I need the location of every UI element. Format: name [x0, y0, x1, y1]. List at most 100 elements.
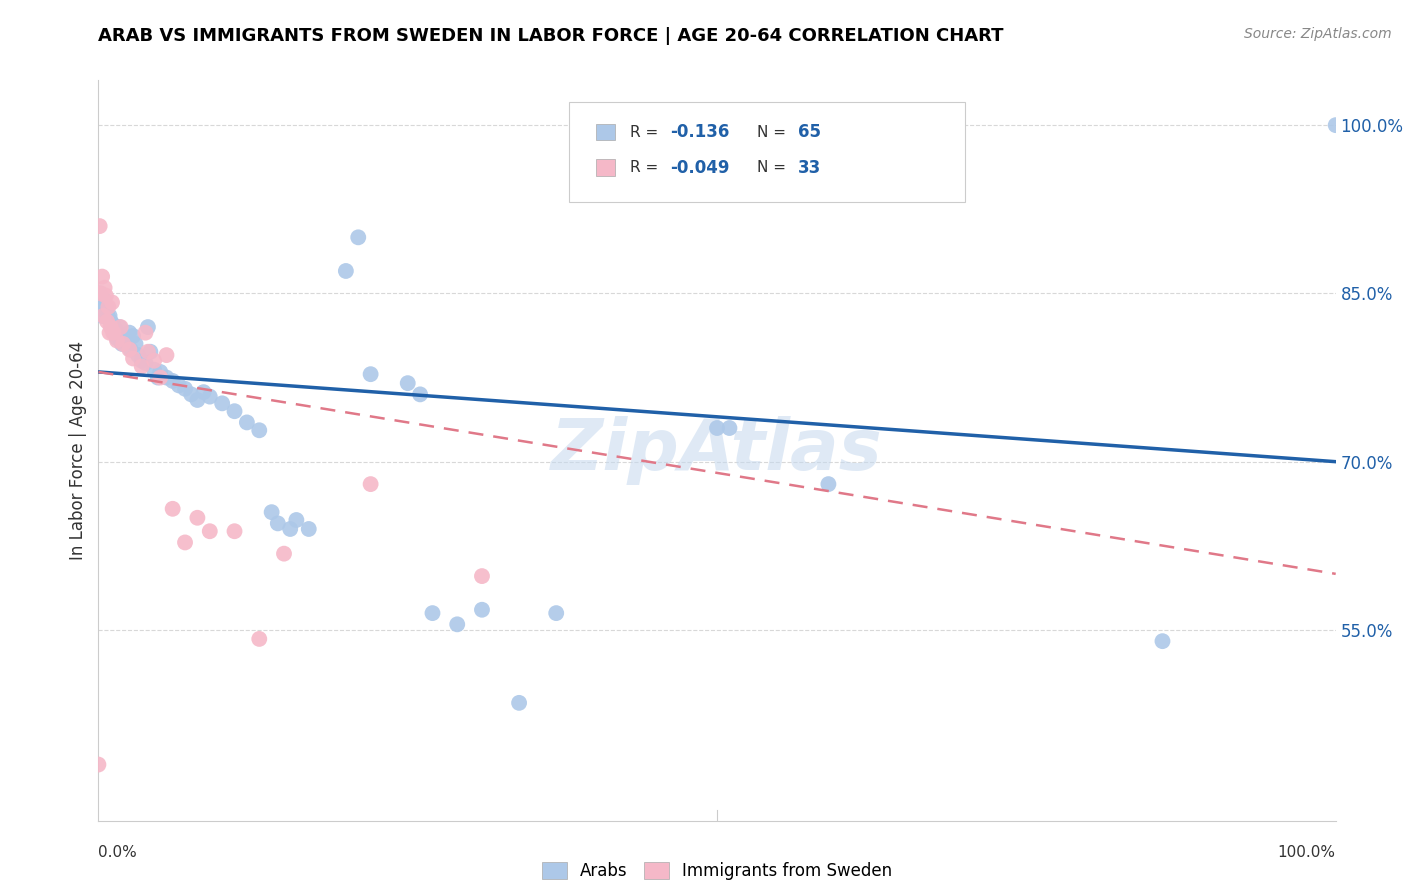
Point [409, 387, 432, 401]
Point [186, 392, 208, 407]
Point [236, 416, 259, 430]
Point [273, 547, 295, 561]
Point [90, 298, 112, 312]
FancyBboxPatch shape [596, 124, 614, 140]
Point [174, 382, 197, 396]
Text: N =: N = [758, 125, 792, 140]
Point [131, 359, 153, 374]
Point [422, 606, 444, 620]
Point [360, 367, 382, 381]
Text: N =: N = [758, 161, 792, 175]
Point [446, 617, 468, 632]
Point [98, 326, 121, 340]
Point [127, 348, 149, 362]
Point [143, 362, 166, 376]
Point [508, 696, 530, 710]
Point [224, 524, 246, 539]
Point [360, 477, 382, 491]
Point [267, 516, 290, 531]
FancyBboxPatch shape [568, 103, 965, 202]
Point [162, 374, 184, 388]
Text: ZipAtlas: ZipAtlas [551, 416, 883, 485]
Point [162, 501, 184, 516]
Text: ARAB VS IMMIGRANTS FROM SWEDEN IN LABOR FORCE | AGE 20-64 CORRELATION CHART: ARAB VS IMMIGRANTS FROM SWEDEN IN LABOR … [98, 27, 1004, 45]
Point [90, 286, 112, 301]
Point [97, 300, 120, 314]
Point [298, 522, 321, 536]
Point [1324, 118, 1347, 132]
Text: 100.0%: 100.0% [1278, 846, 1336, 860]
Point [94, 288, 117, 302]
Point [174, 535, 197, 549]
Point [112, 337, 135, 351]
Point [108, 320, 131, 334]
Point [211, 396, 233, 410]
Point [112, 334, 135, 348]
Point [91, 309, 114, 323]
Point [93, 281, 115, 295]
Point [103, 326, 125, 340]
Point [124, 337, 146, 351]
Point [471, 569, 494, 583]
Point [98, 309, 121, 323]
Point [706, 421, 728, 435]
Point [91, 269, 114, 284]
Point [120, 343, 142, 357]
Point [136, 320, 159, 334]
Point [122, 329, 145, 343]
FancyBboxPatch shape [596, 160, 614, 176]
Point [105, 331, 128, 345]
Y-axis label: In Labor Force | Age 20-64: In Labor Force | Age 20-64 [69, 341, 87, 560]
Point [186, 510, 208, 524]
Point [101, 295, 124, 310]
Point [471, 603, 494, 617]
Point [198, 390, 221, 404]
Text: -0.049: -0.049 [671, 159, 730, 177]
Point [546, 606, 568, 620]
Point [96, 307, 118, 321]
Text: 33: 33 [799, 159, 821, 177]
Point [93, 303, 115, 318]
Point [136, 344, 159, 359]
Point [143, 353, 166, 368]
Point [817, 477, 839, 491]
Text: -0.136: -0.136 [671, 123, 730, 141]
Point [134, 356, 156, 370]
Point [149, 365, 172, 379]
Point [94, 300, 117, 314]
Point [285, 513, 308, 527]
Point [198, 524, 221, 539]
Point [122, 351, 145, 366]
Point [131, 353, 153, 368]
Point [260, 505, 283, 519]
Point [110, 320, 132, 334]
Point [139, 344, 162, 359]
Point [96, 314, 118, 328]
Point [93, 292, 115, 306]
Point [118, 326, 141, 340]
Point [100, 320, 122, 334]
Legend: Arabs, Immigrants from Sweden: Arabs, Immigrants from Sweden [534, 855, 900, 887]
Point [97, 311, 120, 326]
Point [224, 404, 246, 418]
Point [335, 264, 357, 278]
Point [89, 219, 111, 233]
Point [247, 423, 270, 437]
Point [1152, 634, 1174, 648]
Text: 65: 65 [799, 123, 821, 141]
Point [103, 326, 125, 340]
Text: 0.0%: 0.0% [98, 846, 138, 860]
Point [193, 385, 215, 400]
Point [347, 230, 370, 244]
Point [87, 757, 110, 772]
Point [146, 370, 169, 384]
Point [105, 334, 128, 348]
Point [134, 326, 156, 340]
Text: R =: R = [630, 161, 662, 175]
Point [278, 522, 301, 536]
Point [167, 378, 190, 392]
Point [247, 632, 270, 646]
Point [110, 334, 132, 348]
Point [104, 322, 127, 336]
Point [100, 314, 122, 328]
